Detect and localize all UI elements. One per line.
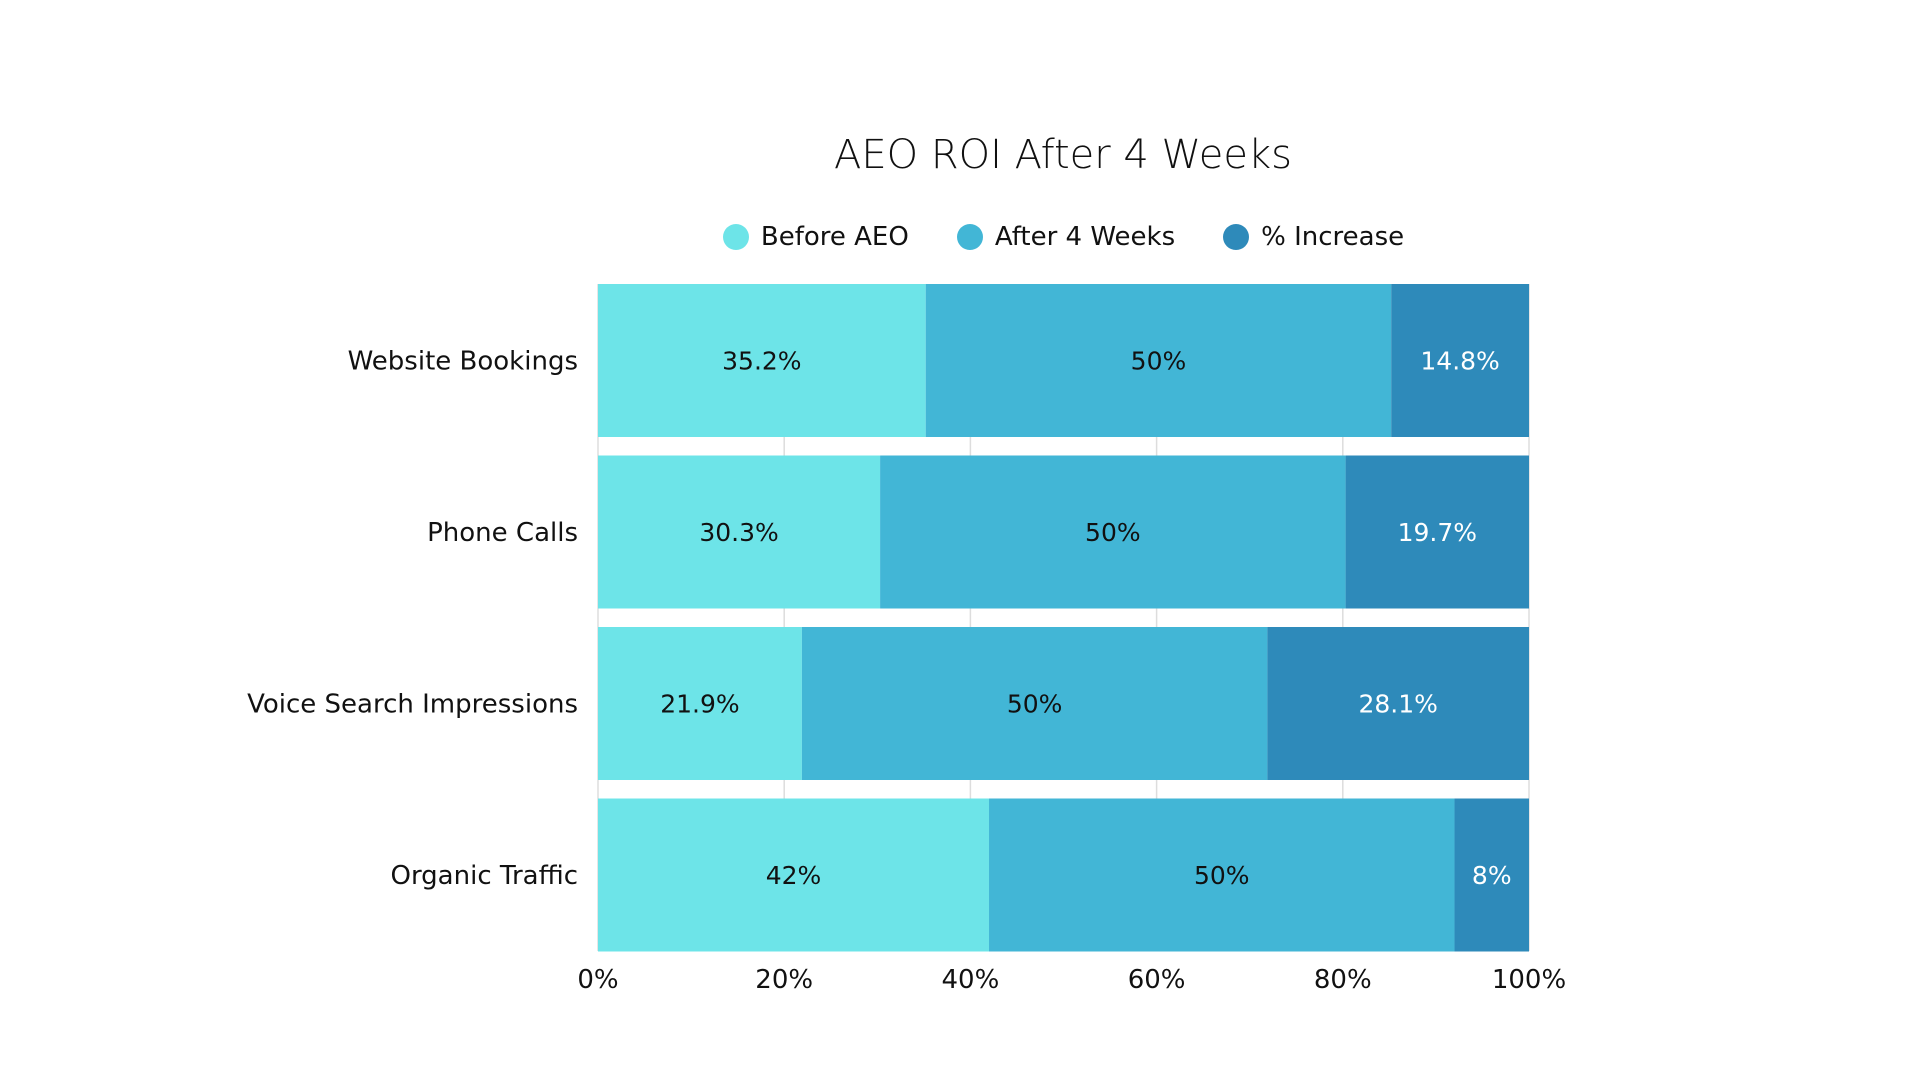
bar-segment [598,455,881,609]
legend-label: % Increase [1261,222,1405,252]
x-tick-label: 20% [755,965,813,995]
x-tick-label: 60% [1128,965,1186,995]
data-label: 19.7% [1398,518,1477,547]
data-label: 8% [1472,861,1512,890]
legend-swatch [722,224,749,250]
category-label: Phone Calls [427,518,578,548]
chart-title: AEO ROI After 4 Weeks [834,132,1292,178]
data-label: 50% [1194,861,1250,890]
x-tick-label: 0% [577,965,618,995]
bar-segment [1454,798,1529,952]
x-tick-label: 80% [1314,965,1372,995]
category-label: Voice Search Impressions [247,690,578,720]
bar-segment [1345,455,1529,609]
data-label: 30.3% [699,518,778,547]
legend-item-after-4-weeks: After 4 Weeks [956,222,1176,252]
legend-swatch [1223,224,1250,250]
bar-segment [880,455,1346,609]
legend-item-increase: % Increase [1223,222,1404,252]
x-tick-label: 100% [1492,965,1566,995]
bar-segment [598,627,802,780]
data-label: 50% [1085,518,1141,547]
legend-label: Before AEO [760,222,909,252]
legend: Before AEO After 4 Weeks % Increase [598,222,1529,252]
category-label: Organic Traffic [390,861,578,891]
bar-segment [989,798,1455,952]
data-label: 35.2% [722,347,801,376]
data-label: 50% [1131,347,1187,376]
bar-segment [801,627,1268,780]
data-label: 28.1% [1358,690,1437,719]
legend-label: After 4 Weeks [994,222,1176,252]
data-label: 42% [766,861,822,890]
bar-segment [598,284,926,437]
bar-segment [1391,284,1529,437]
bar-segment [1267,627,1529,780]
data-label: 50% [1007,690,1063,719]
bar-segment [925,284,1392,437]
x-tick-label: 40% [942,965,1000,995]
category-label: Website Bookings [348,347,578,377]
data-label: 14.8% [1420,347,1499,376]
data-label: 21.9% [660,690,739,719]
bar-segment [598,798,990,952]
legend-item-before-aeo: Before AEO [722,222,909,252]
legend-swatch [956,224,983,250]
